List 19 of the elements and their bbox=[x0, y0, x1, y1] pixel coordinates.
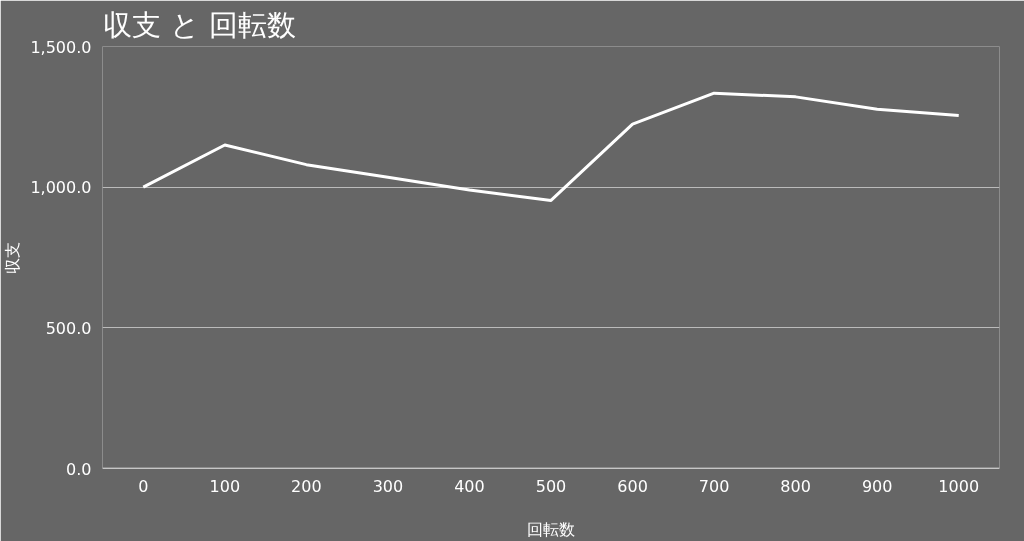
y-tick-label: 1,000.0 bbox=[30, 178, 92, 198]
x-tick-label: 900 bbox=[861, 476, 893, 496]
x-tick-label: 1000 bbox=[938, 476, 980, 496]
x-tick-label: 0 bbox=[138, 476, 149, 496]
x-tick-label: 500 bbox=[535, 476, 567, 496]
x-tick-label: 700 bbox=[698, 476, 730, 496]
x-tick-label: 300 bbox=[372, 476, 404, 496]
chart-title: 収支 と 回転数 bbox=[102, 7, 297, 42]
x-tick-label: 800 bbox=[780, 476, 811, 496]
x-tick-label: 100 bbox=[209, 476, 241, 496]
x-tick-label: 400 bbox=[454, 476, 485, 496]
y-tick-label: 1,500.0 bbox=[30, 37, 92, 57]
x-axis-title: 回転数 bbox=[527, 519, 575, 539]
y-tick-label: 500.0 bbox=[45, 318, 92, 338]
x-tick-label: 200 bbox=[291, 476, 322, 496]
x-tick-label: 600 bbox=[617, 476, 648, 496]
line-series bbox=[141, 91, 961, 202]
y-tick-label: 0.0 bbox=[66, 459, 92, 479]
y-axis-title: 収支 bbox=[3, 241, 23, 274]
